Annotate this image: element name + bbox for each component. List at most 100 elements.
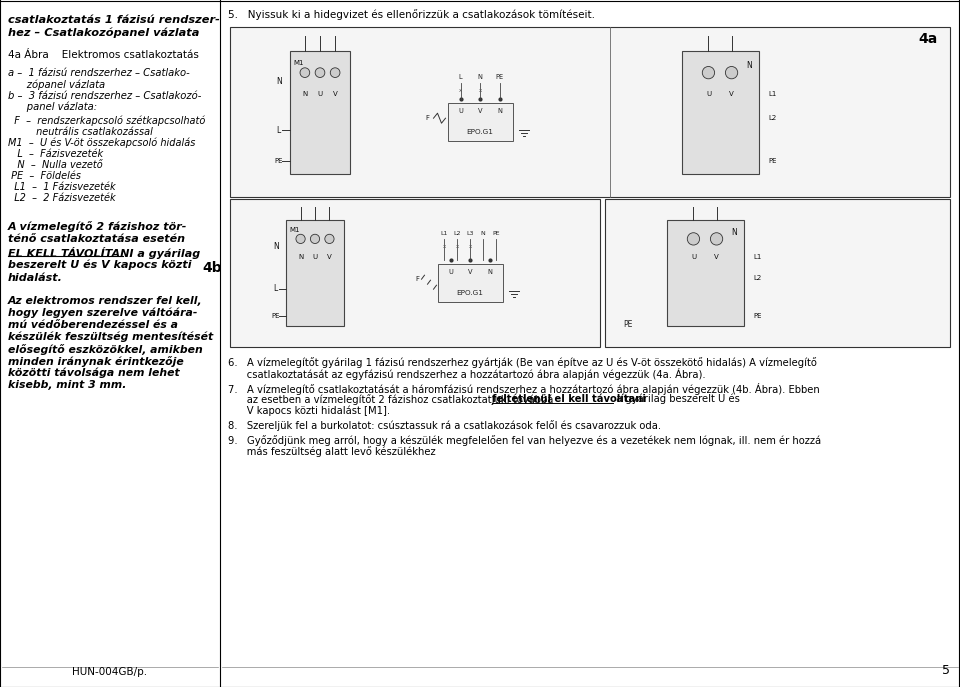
Text: x: x (443, 245, 445, 249)
Text: L2: L2 (453, 231, 461, 236)
Text: F  –  rendszerkapcsoló szétkapcsolható: F – rendszerkapcsoló szétkapcsolható (8, 116, 205, 126)
Text: V: V (327, 254, 332, 260)
Text: 4a Ábra    Elektromos csatlakoztatás: 4a Ábra Elektromos csatlakoztatás (8, 50, 199, 60)
Text: minden iránynak érintkezője: minden iránynak érintkezője (8, 356, 183, 367)
Text: ténő csatlakoztatása esetén: ténő csatlakoztatása esetén (8, 234, 185, 244)
Text: feltétlenül el kell távolítani: feltétlenül el kell távolítani (492, 394, 646, 404)
Text: L1: L1 (441, 231, 447, 236)
Text: U: U (448, 269, 453, 275)
Text: a gyárilag beszerelt U és: a gyárilag beszerelt U és (613, 394, 740, 405)
Text: 5: 5 (942, 664, 950, 677)
Circle shape (324, 234, 334, 243)
Text: EL KELL TÁVOLÍTANI a gyárilag: EL KELL TÁVOLÍTANI a gyárilag (8, 247, 201, 259)
Text: az esetben a vízmelegítőt 2 fázishoz csatlakoztatjuk, továbbá: az esetben a vízmelegítőt 2 fázishoz csa… (228, 394, 557, 405)
Text: hidalást.: hidalást. (8, 273, 62, 283)
Bar (286, 220, 344, 326)
Bar (447, 103, 513, 141)
Text: panel vázlata:: panel vázlata: (8, 102, 97, 113)
Text: N: N (487, 269, 492, 275)
Circle shape (310, 234, 320, 243)
Text: N: N (746, 60, 752, 70)
Text: L  –  Fázisvezeték: L – Fázisvezeték (8, 149, 103, 159)
Text: 6.   A vízmelegítőt gyárilag 1 fázisú rendszerhez gyártják (Be van építve az U é: 6. A vízmelegítőt gyárilag 1 fázisú rend… (228, 357, 817, 368)
Bar (666, 220, 743, 326)
Text: 9.   Győződjünk meg arról, hogy a készülék megfelelően fel van helyezve és a vez: 9. Győződjünk meg arról, hogy a készülék… (228, 435, 821, 446)
Circle shape (687, 233, 700, 245)
Text: hogy legyen szerelve váltóára-: hogy legyen szerelve váltóára- (8, 308, 198, 319)
Circle shape (315, 68, 324, 78)
Text: M1: M1 (290, 227, 300, 234)
Text: L: L (459, 74, 463, 80)
Text: b –  3 fázisú rendszerhez – Csatlakozó-: b – 3 fázisú rendszerhez – Csatlakozó- (8, 91, 202, 101)
Text: HUN-004GB/p.: HUN-004GB/p. (72, 667, 148, 677)
Text: N: N (298, 254, 303, 260)
Text: L3: L3 (467, 231, 473, 236)
Text: kisebb, mint 3 mm.: kisebb, mint 3 mm. (8, 380, 127, 390)
Text: neutrális csatlakozással: neutrális csatlakozással (8, 127, 153, 137)
Text: V: V (478, 108, 482, 114)
Text: mú védőberendezéssel és a: mú védőberendezéssel és a (8, 320, 178, 330)
Text: csatlakoztatását az egyfázisú rendszerhez a hozzátartozó ábra alapján végezzük (: csatlakoztatását az egyfázisú rendszerhe… (228, 368, 706, 380)
Text: 8.   Szereljük fel a burkolatot: csúsztassuk rá a csatlakozások felől és csavaro: 8. Szereljük fel a burkolatot: csúsztass… (228, 420, 661, 431)
Text: A vízmelegítő 2 fázishoz tör-: A vízmelegítő 2 fázishoz tör- (8, 221, 187, 232)
Circle shape (330, 68, 340, 78)
Text: N: N (273, 242, 278, 251)
Text: a –  1 fázisú rendszerhez – Csatlako-: a – 1 fázisú rendszerhez – Csatlako- (8, 68, 190, 78)
Circle shape (296, 234, 305, 243)
Text: N: N (481, 231, 486, 236)
Text: L2: L2 (754, 275, 761, 282)
Text: Az elektromos rendszer fel kell,: Az elektromos rendszer fel kell, (8, 296, 203, 306)
Text: U: U (318, 91, 323, 97)
Text: PE: PE (492, 231, 500, 236)
Text: x: x (468, 245, 471, 249)
Text: 5.   Nyissuk ki a hidegvizet és ellenőrizzük a csatlakozások tömítéseit.: 5. Nyissuk ki a hidegvizet és ellenőrizz… (228, 9, 595, 20)
Text: PE: PE (753, 313, 761, 319)
Text: csatlakoztatás 1 fázisú rendszer-: csatlakoztatás 1 fázisú rendszer- (8, 15, 220, 25)
Text: 4b: 4b (203, 261, 222, 275)
Text: 7.   A vízmelegítő csatlakoztatását a háromfázisú rendszerhez a hozzátartozó ábr: 7. A vízmelegítő csatlakoztatását a háro… (228, 383, 820, 395)
Text: L: L (276, 126, 281, 135)
Text: elősegítő eszközökkel, amikben: elősegítő eszközökkel, amikben (8, 344, 203, 355)
Text: L2  –  2 Fázisvezeték: L2 – 2 Fázisvezeték (8, 193, 115, 203)
Bar (290, 51, 350, 174)
Text: N: N (477, 74, 483, 80)
Text: M1  –  U és V-öt összekapcsoló hidalás: M1 – U és V-öt összekapcsoló hidalás (8, 138, 196, 148)
Text: más feszültség alatt levő készülékhez: más feszültség alatt levő készülékhez (228, 446, 436, 457)
Text: x: x (459, 89, 462, 93)
Text: V: V (333, 91, 338, 97)
Circle shape (703, 67, 714, 79)
Text: x: x (455, 245, 459, 249)
Bar (682, 51, 758, 174)
Text: U: U (312, 254, 318, 260)
Text: PE: PE (623, 320, 633, 329)
Text: zópanel vázlata: zópanel vázlata (8, 79, 106, 89)
Text: N: N (497, 108, 502, 114)
Text: F: F (416, 276, 420, 282)
Text: PE: PE (275, 158, 283, 164)
Text: N: N (732, 228, 737, 237)
Text: beszerelt U és V kapocs közti: beszerelt U és V kapocs közti (8, 260, 192, 271)
Circle shape (726, 67, 737, 79)
Text: N: N (302, 91, 307, 97)
Text: hez – Csatlakozópanel vázlata: hez – Csatlakozópanel vázlata (8, 28, 200, 38)
Text: U: U (706, 91, 711, 97)
Bar (605, 199, 950, 347)
Text: V: V (730, 91, 734, 97)
Text: x: x (478, 89, 482, 93)
Text: PE: PE (768, 158, 777, 164)
Text: közötti távolsága nem lehet: közötti távolsága nem lehet (8, 368, 180, 379)
Text: készülék feszültség mentesítését: készülék feszültség mentesítését (8, 332, 213, 343)
Text: N: N (276, 77, 281, 86)
Text: L1: L1 (754, 254, 761, 260)
Bar (230, 199, 600, 347)
Text: F: F (425, 115, 429, 121)
Text: M1: M1 (294, 60, 304, 66)
Circle shape (300, 68, 310, 78)
Text: U: U (691, 254, 696, 260)
Text: EPO.G1: EPO.G1 (467, 129, 493, 135)
Text: N  –  Nulla vezető: N – Nulla vezető (8, 160, 103, 170)
Text: L: L (274, 284, 277, 293)
Text: V kapocs közti hidalást [M1].: V kapocs közti hidalást [M1]. (228, 405, 390, 416)
Text: PE: PE (495, 74, 504, 80)
Bar (438, 264, 502, 302)
